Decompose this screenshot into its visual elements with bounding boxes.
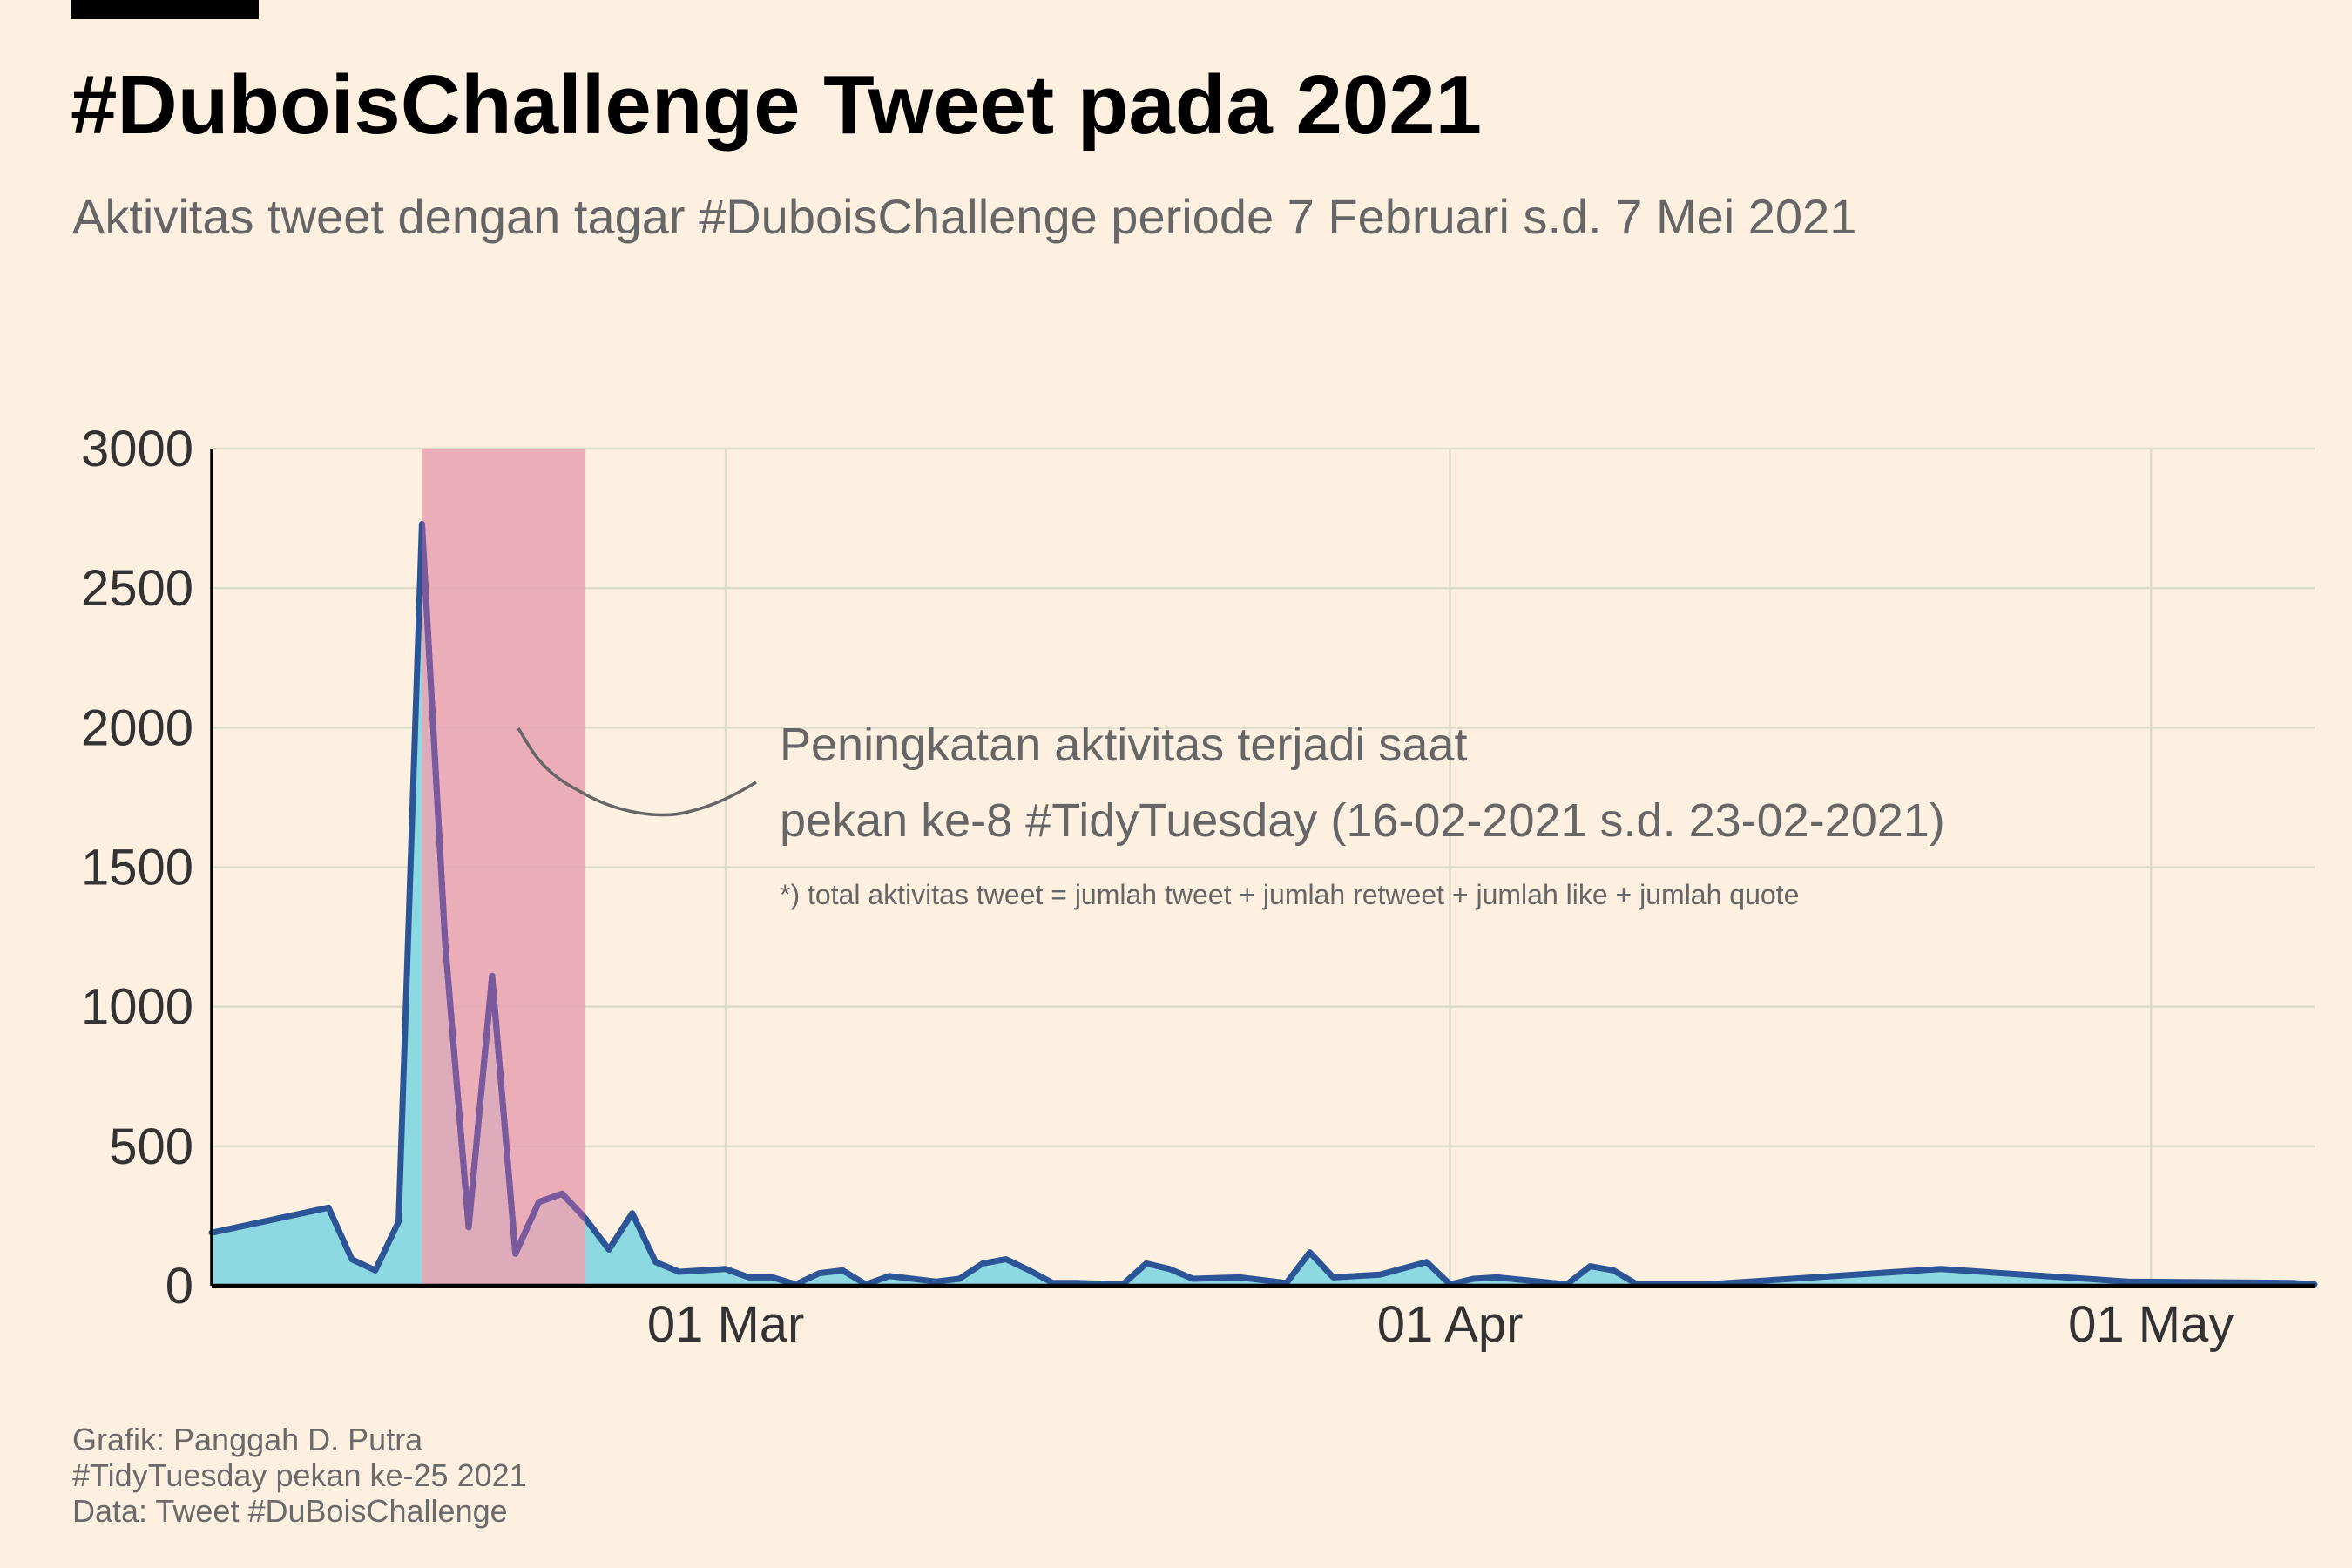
chart-title: #DuboisChallenge Tweet pada 2021: [71, 58, 1483, 152]
top-accent-bar: [71, 0, 259, 19]
x-tick-label: 01 May: [2068, 1296, 2234, 1353]
annotation-line-1: Peningkatan aktivitas terjadi saat: [780, 719, 1467, 771]
annotation-line-2: pekan ke-8 #TidyTuesday (16-02-2021 s.d.…: [780, 794, 1945, 847]
y-tick-label: 3000: [81, 421, 193, 477]
caption-line-source: Data: Tweet #DuBoisChallenge: [72, 1493, 508, 1529]
annotation-note: *) total aktivitas tweet = jumlah tweet …: [780, 879, 1799, 910]
annotation-arrow: [517, 727, 757, 817]
caption-line-author: Grafik: Panggah D. Putra: [72, 1422, 423, 1457]
axes: 0 500 1000 1500 2000 2500 3000 01 Mar 01 Apr 01 M…: [81, 421, 2315, 1353]
x-tick-label: 01 Apr: [1377, 1296, 1524, 1353]
y-tick-label: 2000: [81, 700, 193, 756]
chart-subtitle: Aktivitas tweet dengan tagar #DuboisChal…: [72, 189, 1857, 244]
y-tick-label: 2500: [81, 560, 193, 617]
y-tick-label: 500: [109, 1119, 193, 1175]
caption-line-week: #TidyTuesday pekan ke-25 2021: [72, 1457, 527, 1493]
y-tick-label: 1000: [81, 979, 193, 1036]
y-tick-label: 0: [166, 1258, 193, 1315]
y-tick-label: 1500: [81, 840, 193, 896]
highlight-band: [422, 449, 586, 1286]
series-line-group: [208, 521, 2318, 1288]
annotation: Peningkatan aktivitas terjadi saat pekan…: [517, 719, 1945, 910]
highlight-band-group: [422, 449, 586, 1286]
caption: Grafik: Panggah D. Putra #TidyTuesday pe…: [72, 1422, 527, 1529]
x-tick-label: 01 Mar: [647, 1296, 805, 1353]
series-line-highlighted: [422, 521, 586, 1257]
